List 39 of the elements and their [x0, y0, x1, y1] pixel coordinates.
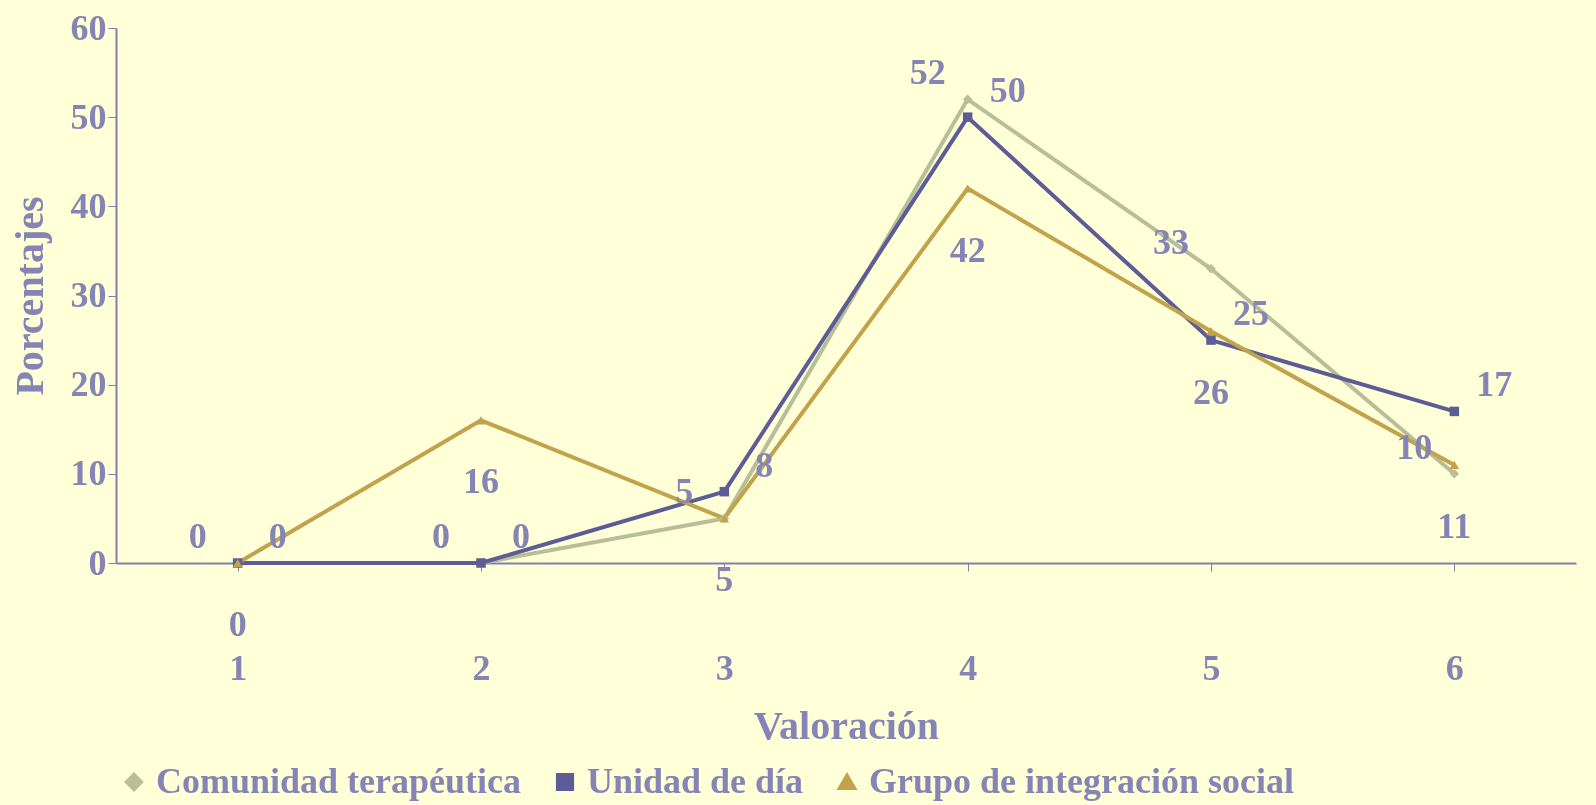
y-tick-label: 30 [70, 275, 107, 315]
x-tick-label: 2 [472, 647, 491, 688]
x-tick-label: 6 [1445, 647, 1464, 688]
y-tick-label: 0 [88, 542, 107, 583]
point [1449, 469, 1460, 479]
data-label: 25 [1233, 293, 1269, 334]
point [719, 486, 730, 497]
y-tick-label: 20 [70, 364, 107, 405]
point [1206, 335, 1216, 345]
point [1206, 327, 1216, 336]
data-label: 26 [1193, 372, 1229, 413]
point [1449, 460, 1460, 470]
y-tick-label: 10 [70, 453, 107, 494]
legend-label: Grupo de integración social [869, 761, 1294, 801]
data-label: 16 [463, 461, 499, 502]
data-label: 17 [1476, 364, 1513, 405]
point [1449, 406, 1460, 417]
point [962, 94, 973, 105]
data-label: 0 [512, 516, 530, 556]
data-label: 0 [188, 516, 207, 556]
y-tick-label: 50 [70, 96, 107, 137]
data-label: 50 [989, 70, 1026, 111]
x-tick-label: 1 [229, 647, 248, 688]
x-tick-label: 3 [715, 647, 734, 688]
x-axis-title: Valoración [753, 702, 940, 748]
data-label: 42 [949, 229, 986, 270]
y-tick-label: 40 [70, 185, 107, 226]
data-label: 52 [909, 52, 946, 93]
data-label: 5 [715, 559, 734, 600]
data-label: 11 [1437, 505, 1472, 546]
data-label: 0 [228, 604, 247, 644]
y-axis-title: Porcentajes [6, 196, 52, 396]
legend-label: Comunidad terapéutica [156, 761, 522, 801]
point [962, 112, 973, 122]
legend-label: Unidad de día [587, 761, 804, 801]
x-tick-label: 4 [959, 647, 978, 688]
y-tick-label: 60 [70, 7, 107, 48]
data-label: 0 [432, 516, 450, 556]
x-tick-label: 5 [1202, 647, 1221, 688]
